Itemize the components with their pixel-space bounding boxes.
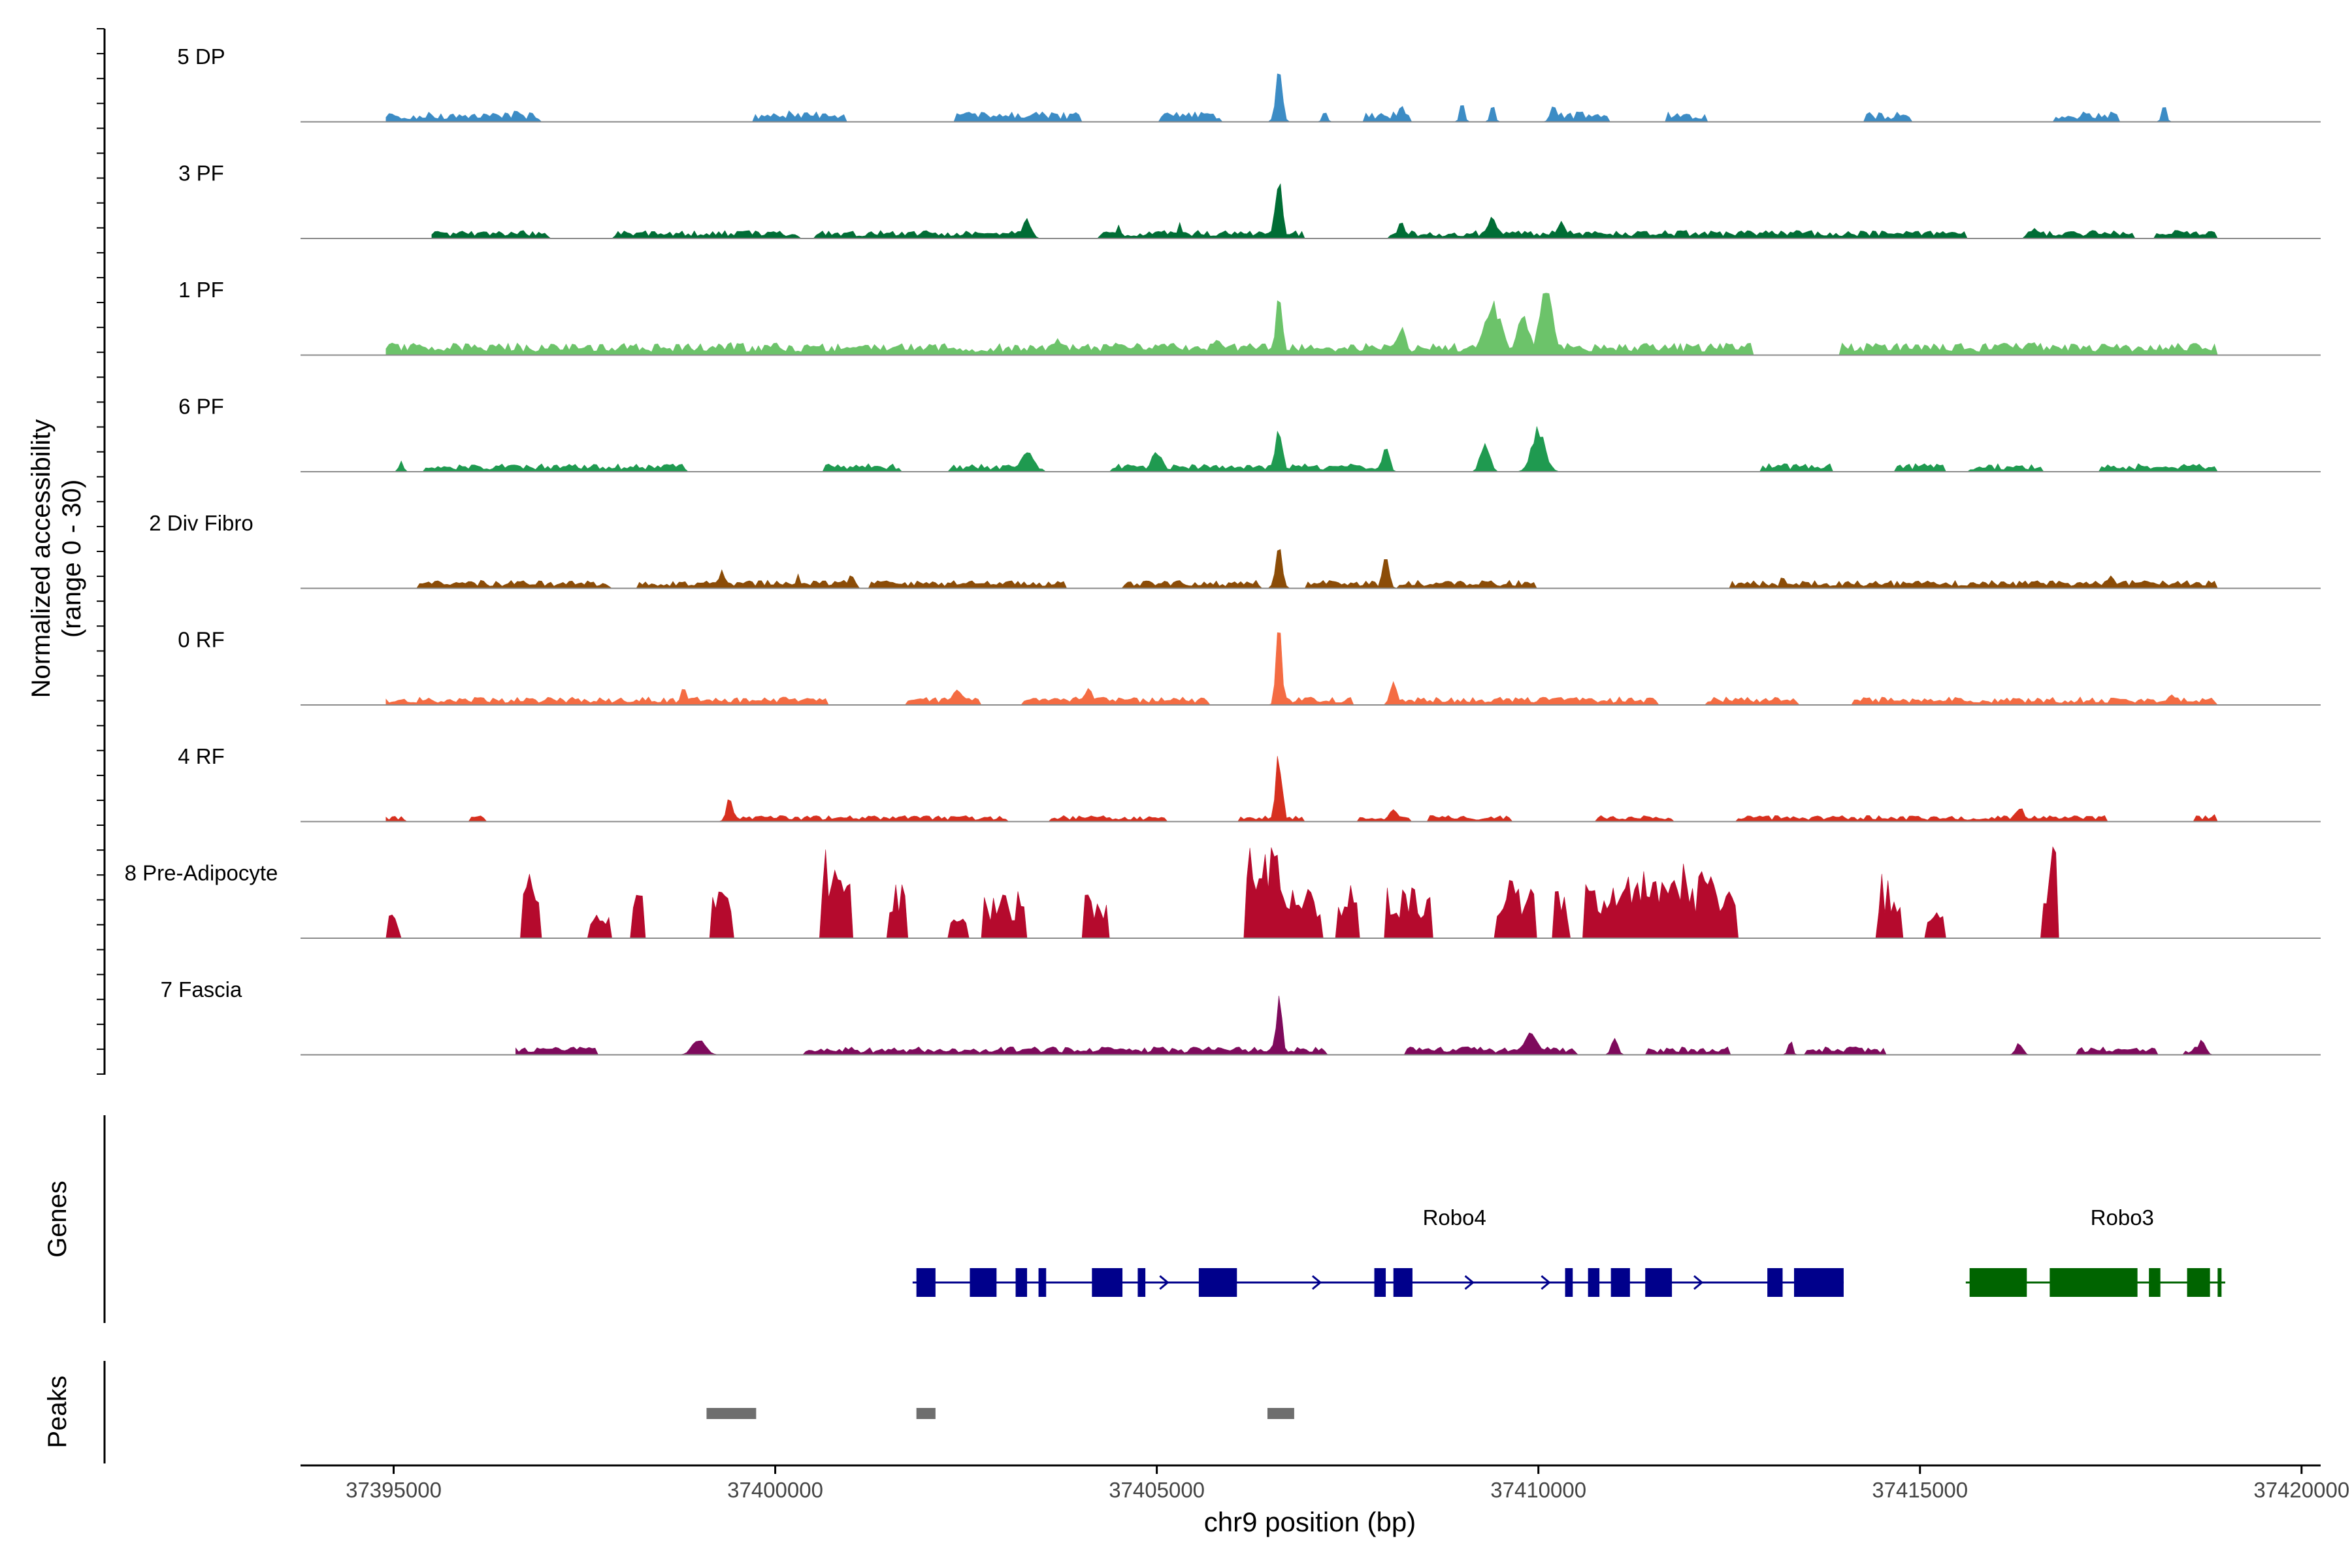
- x-tick-label: 37410000: [1490, 1478, 1586, 1502]
- coverage-area: [385, 426, 2218, 472]
- gene-exon: [1015, 1268, 1028, 1297]
- track-label: 0 RF: [178, 628, 225, 652]
- gene-exon: [1137, 1268, 1146, 1297]
- track-0-rf: 0 RF: [178, 628, 2321, 706]
- track-4-rf: 4 RF: [178, 744, 2321, 823]
- track-7-fascia: 7 Fascia: [161, 977, 2321, 1056]
- gene-exon: [1393, 1268, 1413, 1297]
- peak-region: [706, 1408, 757, 1419]
- strand-arrow: [1693, 1275, 1704, 1290]
- track-6-pf: 6 PF: [178, 395, 2321, 472]
- strand-arrow: [1541, 1275, 1551, 1290]
- gene-exon: [1610, 1268, 1630, 1297]
- coverage-area: [385, 632, 2218, 706]
- track-label: 3 PF: [178, 161, 224, 186]
- peak-region: [1267, 1408, 1294, 1419]
- coverage-area: [385, 549, 2218, 589]
- coverage-area: [385, 73, 2218, 122]
- strand-arrow: [1464, 1275, 1475, 1290]
- track-label: 7 Fascia: [161, 977, 242, 1002]
- x-tick-label: 37415000: [1872, 1478, 1968, 1502]
- track-1-pf: 1 PF: [178, 278, 2321, 356]
- peak-region: [916, 1408, 936, 1419]
- gene-label: Robo3: [2091, 1205, 2154, 1230]
- gene-label: Robo4: [1423, 1205, 1486, 1230]
- gene-exon: [1767, 1268, 1783, 1297]
- peaks-panel: [103, 1361, 1294, 1463]
- track-5-dp: 5 DP: [177, 44, 2321, 123]
- gene-exon: [1092, 1268, 1123, 1297]
- gene-exon: [1588, 1268, 1600, 1297]
- strand-arrow: [1311, 1275, 1322, 1290]
- x-tick-label: 37405000: [1109, 1478, 1205, 1502]
- gene-exon: [2187, 1268, 2210, 1297]
- genes-panel-label: Genes: [43, 1181, 72, 1258]
- gene-exon: [1038, 1268, 1047, 1297]
- genes-panel: Robo4 Robo3: [103, 1115, 2225, 1323]
- y-axis-subtitle: (range 0 - 30): [57, 480, 86, 638]
- track-label: 2 Div Fibro: [149, 511, 253, 535]
- track-label: 1 PF: [178, 278, 224, 302]
- gene-exon: [1374, 1268, 1386, 1297]
- gene-exon: [970, 1268, 997, 1297]
- coverage-area: [515, 996, 2218, 1055]
- gene-exon: [1645, 1268, 1673, 1297]
- y-axis-title: Normalized accessibility: [27, 419, 56, 698]
- gene-exon: [2050, 1268, 2138, 1297]
- x-tick-label: 37400000: [727, 1478, 823, 1502]
- track-2-div-fibro: 2 Div Fibro: [149, 511, 2321, 589]
- gene-robo3: Robo3: [1965, 1205, 2225, 1297]
- y-axis: [97, 28, 106, 1075]
- gene-exon: [2149, 1268, 2161, 1297]
- gene-exon: [1969, 1268, 2027, 1297]
- track-3-pf: 3 PF: [178, 161, 2321, 239]
- track-label: 6 PF: [178, 395, 224, 419]
- gene-exon: [1794, 1268, 1844, 1297]
- coverage-area: [385, 293, 2218, 355]
- x-axis-title: chr9 position (bp): [1204, 1507, 1416, 1537]
- coverage-tracks: 5 DP 3 PF 1 PF 6 PF 2 Div Fibro 0 RF 4 RF 8 Pre…: [125, 44, 2321, 1056]
- gene-robo4: Robo4: [912, 1205, 1844, 1297]
- x-tick-label: 37420000: [2253, 1478, 2349, 1502]
- track-label: 4 RF: [178, 744, 225, 768]
- track-label: 8 Pre-Adipocyte: [125, 861, 278, 885]
- gene-exon: [916, 1268, 936, 1297]
- x-axis: 37395000 37400000 37405000 37410000 37415000…: [301, 1464, 2349, 1502]
- gene-exon: [1198, 1268, 1237, 1297]
- gene-exon: [1565, 1268, 1573, 1297]
- track-label: 5 DP: [177, 44, 225, 69]
- coverage-area: [431, 183, 2218, 239]
- peaks-panel-label: Peaks: [43, 1375, 72, 1448]
- track-8-pre-adipocyte: 8 Pre-Adipocyte: [125, 846, 2321, 939]
- strand-arrow: [1159, 1275, 1169, 1290]
- x-tick-label: 37395000: [346, 1478, 442, 1502]
- coverage-area: [385, 756, 2218, 822]
- gene-exon: [2217, 1268, 2222, 1297]
- coverage-area: [385, 846, 2218, 939]
